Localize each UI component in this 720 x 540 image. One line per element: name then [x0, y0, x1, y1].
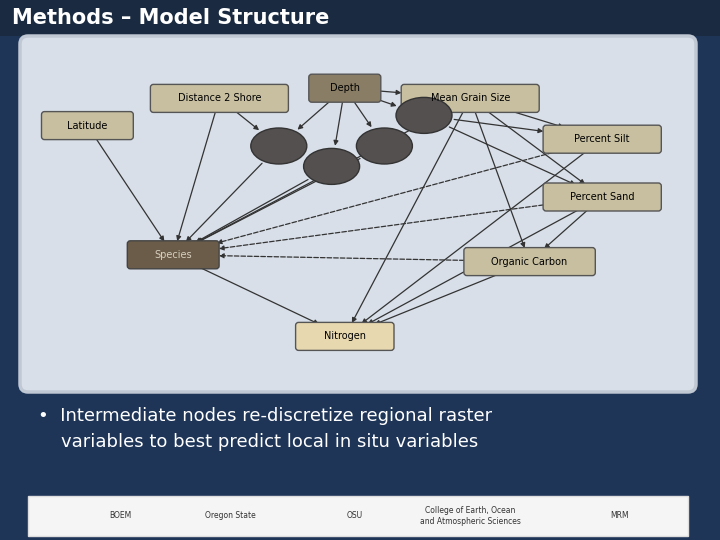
Ellipse shape	[356, 128, 413, 164]
Text: •  Intermediate nodes re-discretize regional raster: • Intermediate nodes re-discretize regio…	[38, 407, 492, 425]
Ellipse shape	[251, 128, 307, 164]
Text: BOEM: BOEM	[109, 511, 131, 521]
FancyBboxPatch shape	[464, 248, 595, 275]
Text: College of Earth, Ocean
and Atmospheric Sciences: College of Earth, Ocean and Atmospheric …	[420, 507, 521, 526]
Bar	[28, 496, 688, 536]
FancyBboxPatch shape	[401, 84, 539, 112]
FancyBboxPatch shape	[150, 84, 289, 112]
Text: Mean Grain Size: Mean Grain Size	[431, 93, 510, 103]
Text: Oregon State: Oregon State	[204, 511, 256, 521]
Text: Species: Species	[154, 250, 192, 260]
Text: OSU: OSU	[347, 511, 363, 521]
FancyBboxPatch shape	[543, 183, 661, 211]
Ellipse shape	[304, 148, 359, 184]
Text: variables to best predict local in situ variables: variables to best predict local in situ …	[38, 433, 478, 451]
Ellipse shape	[396, 97, 452, 133]
Text: Percent Silt: Percent Silt	[575, 134, 630, 144]
Text: Organic Carbon: Organic Carbon	[492, 256, 568, 267]
FancyBboxPatch shape	[20, 36, 696, 392]
FancyBboxPatch shape	[127, 241, 219, 269]
Text: Methods – Model Structure: Methods – Model Structure	[12, 8, 329, 28]
Text: Nitrogen: Nitrogen	[324, 332, 366, 341]
FancyBboxPatch shape	[42, 112, 133, 140]
Text: Latitude: Latitude	[67, 120, 107, 131]
FancyBboxPatch shape	[296, 322, 394, 350]
Text: Distance 2 Shore: Distance 2 Shore	[178, 93, 261, 103]
FancyBboxPatch shape	[543, 125, 661, 153]
Bar	[0, 0, 720, 36]
Text: MRM: MRM	[611, 511, 629, 521]
Text: Percent Sand: Percent Sand	[570, 192, 634, 202]
FancyBboxPatch shape	[309, 74, 381, 102]
Text: Depth: Depth	[330, 83, 360, 93]
